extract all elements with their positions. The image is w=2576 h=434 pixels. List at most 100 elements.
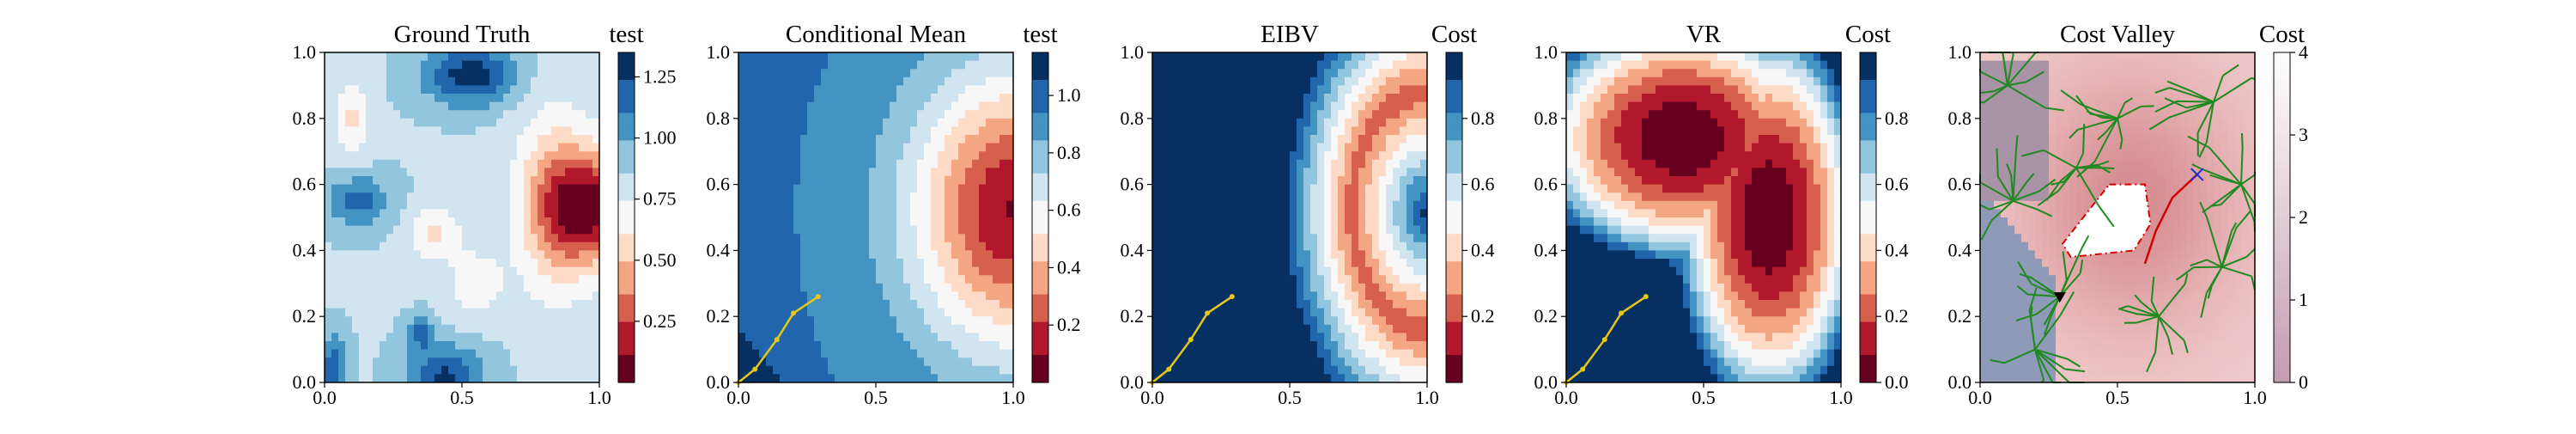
heatmap-cell xyxy=(1290,374,1297,382)
heatmap-cell xyxy=(1152,300,1160,309)
heatmap-cell xyxy=(1379,119,1387,127)
heatmap-cell xyxy=(1358,135,1366,144)
heatmap-cell xyxy=(325,309,332,317)
heatmap-cell xyxy=(787,176,794,185)
heatmap-cell xyxy=(979,110,987,119)
heatmap-cell xyxy=(441,102,449,111)
heatmap-cell xyxy=(931,61,939,70)
heatmap-cell xyxy=(338,69,346,77)
heatmap-cell xyxy=(917,201,925,210)
heatmap-cell xyxy=(979,259,987,267)
heatmap-cell xyxy=(366,52,374,61)
heatmap-cell xyxy=(469,185,477,193)
y-tick-label: 1.0 xyxy=(707,41,731,63)
heatmap-cell xyxy=(414,267,422,276)
heatmap-cell xyxy=(1228,234,1236,242)
heatmap-cell xyxy=(745,52,753,61)
heatmap-cell xyxy=(814,358,822,366)
heatmap-cell xyxy=(924,341,932,350)
heatmap-cell xyxy=(531,374,538,382)
heatmap-cell xyxy=(366,61,374,70)
heatmap-cell xyxy=(1180,151,1188,160)
heatmap-cell xyxy=(1365,151,1373,160)
heatmap-cell xyxy=(1386,366,1394,375)
heatmap-cell xyxy=(503,250,511,259)
heatmap-cell xyxy=(945,69,952,77)
heatmap-cell xyxy=(793,242,801,251)
heatmap-cell xyxy=(841,209,849,217)
heatmap-cell xyxy=(510,77,518,86)
heatmap-cell xyxy=(924,52,932,61)
heatmap-cell xyxy=(538,185,545,193)
heatmap-cell xyxy=(455,284,463,292)
heatmap-cell xyxy=(462,291,470,300)
heatmap-cell xyxy=(999,193,1007,201)
heatmap-cell xyxy=(1297,226,1304,235)
heatmap-cell xyxy=(917,85,925,94)
heatmap-cell xyxy=(476,151,483,160)
heatmap-cell xyxy=(531,102,538,111)
heatmap-cell xyxy=(1358,374,1366,382)
heatmap-cell xyxy=(503,193,511,201)
heatmap-cell xyxy=(745,151,753,160)
heatmap-cell xyxy=(366,250,374,259)
heatmap-cell xyxy=(835,135,842,144)
heatmap-cell xyxy=(496,300,504,309)
heatmap-cell xyxy=(993,366,1000,375)
heatmap-cell xyxy=(1303,374,1311,382)
heatmap-cell xyxy=(848,358,856,366)
heatmap-cell xyxy=(1297,300,1304,309)
heatmap-cell xyxy=(331,333,339,341)
heatmap-cell xyxy=(352,126,360,135)
heatmap-cell xyxy=(965,135,973,144)
heatmap-cell xyxy=(1338,226,1346,235)
heatmap-cell xyxy=(517,242,525,251)
heatmap-cell xyxy=(1324,259,1332,267)
heatmap-cell xyxy=(366,201,374,210)
heatmap-cell xyxy=(835,316,842,325)
heatmap-cell xyxy=(1262,102,1270,111)
heatmap-cell xyxy=(331,85,339,94)
heatmap-cell xyxy=(1379,366,1387,375)
heatmap-cell xyxy=(338,110,346,119)
heatmap-cell xyxy=(1358,275,1366,284)
heatmap-cell xyxy=(352,201,360,210)
heatmap-cell xyxy=(393,61,401,70)
heatmap-cell xyxy=(544,291,552,300)
heatmap-cell xyxy=(1345,168,1352,176)
heatmap-cell xyxy=(434,234,442,242)
heatmap-cell xyxy=(876,160,884,168)
heatmap-cell xyxy=(1276,291,1284,300)
heatmap-cell xyxy=(455,309,463,317)
heatmap-cell xyxy=(462,102,470,111)
heatmap-cell xyxy=(1331,209,1339,217)
heatmap-cell xyxy=(393,226,401,235)
colorbar-segment xyxy=(618,119,635,125)
heatmap-cell xyxy=(1393,144,1400,152)
heatmap-cell xyxy=(1166,316,1174,325)
heatmap-cell xyxy=(814,168,822,176)
heatmap-cell xyxy=(345,267,353,276)
heatmap-cell xyxy=(972,209,980,217)
heatmap-cell xyxy=(551,69,559,77)
heatmap-cell xyxy=(1352,110,1359,119)
heatmap-cell xyxy=(1365,242,1373,251)
heatmap-cell xyxy=(325,69,332,77)
heatmap-cell xyxy=(945,291,952,300)
heatmap-cell xyxy=(503,300,511,309)
heatmap-cell xyxy=(510,69,518,77)
heatmap-cell xyxy=(544,85,552,94)
heatmap-cell xyxy=(538,267,545,276)
heatmap-cell xyxy=(752,94,760,102)
heatmap-cell xyxy=(1400,209,1407,217)
heatmap-cell xyxy=(1324,69,1332,77)
heatmap-cell xyxy=(434,61,442,70)
heatmap-cell xyxy=(1297,374,1304,382)
heatmap-cell xyxy=(544,144,552,152)
heatmap-cell xyxy=(462,119,470,127)
heatmap-cell xyxy=(325,61,332,70)
heatmap-cell xyxy=(979,234,987,242)
heatmap-cell xyxy=(896,126,904,135)
heatmap-cell xyxy=(510,234,518,242)
heatmap-cell xyxy=(1255,291,1263,300)
